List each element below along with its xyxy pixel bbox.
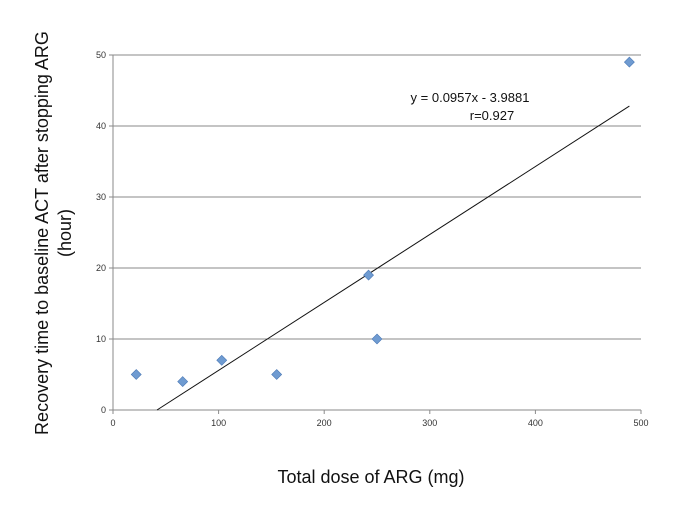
y-tick-label-30: 30 (96, 192, 106, 202)
correlation-label: r=0.927 (470, 108, 514, 123)
x-axis-title: Total dose of ARG (mg) (277, 467, 464, 487)
x-tick-label-400: 400 (528, 418, 543, 428)
data-point-1 (177, 376, 189, 388)
y-tick-label-10: 10 (96, 334, 106, 344)
data-point-2 (216, 354, 228, 366)
data-point-4 (363, 269, 374, 281)
data-point-5 (371, 333, 383, 345)
axes (109, 54, 642, 414)
grid-lines (113, 54, 641, 340)
y-axis-title-line2: (hour) (55, 209, 75, 257)
y-tick-label-0: 0 (101, 405, 106, 415)
y-axis-title-line1: Recovery time to baseline ACT after stop… (32, 31, 52, 435)
y-tick-label-20: 20 (96, 263, 106, 273)
data-point-3 (271, 369, 283, 380)
x-tick-label-0: 0 (110, 418, 115, 428)
x-tick-label-500: 500 (633, 418, 648, 428)
x-tick-label-200: 200 (317, 418, 332, 428)
trendline (156, 105, 630, 411)
data-point-6 (623, 56, 635, 68)
x-tick-label-300: 300 (422, 418, 437, 428)
y-tick-label-40: 40 (96, 121, 106, 131)
y-tick-label-50: 50 (96, 50, 106, 60)
trendline-group (156, 105, 630, 411)
data-point-0 (130, 369, 142, 380)
x-tick-label-100: 100 (211, 418, 226, 428)
trendline-equation: y = 0.0957x - 3.9881 (411, 90, 530, 105)
data-points (130, 56, 635, 388)
